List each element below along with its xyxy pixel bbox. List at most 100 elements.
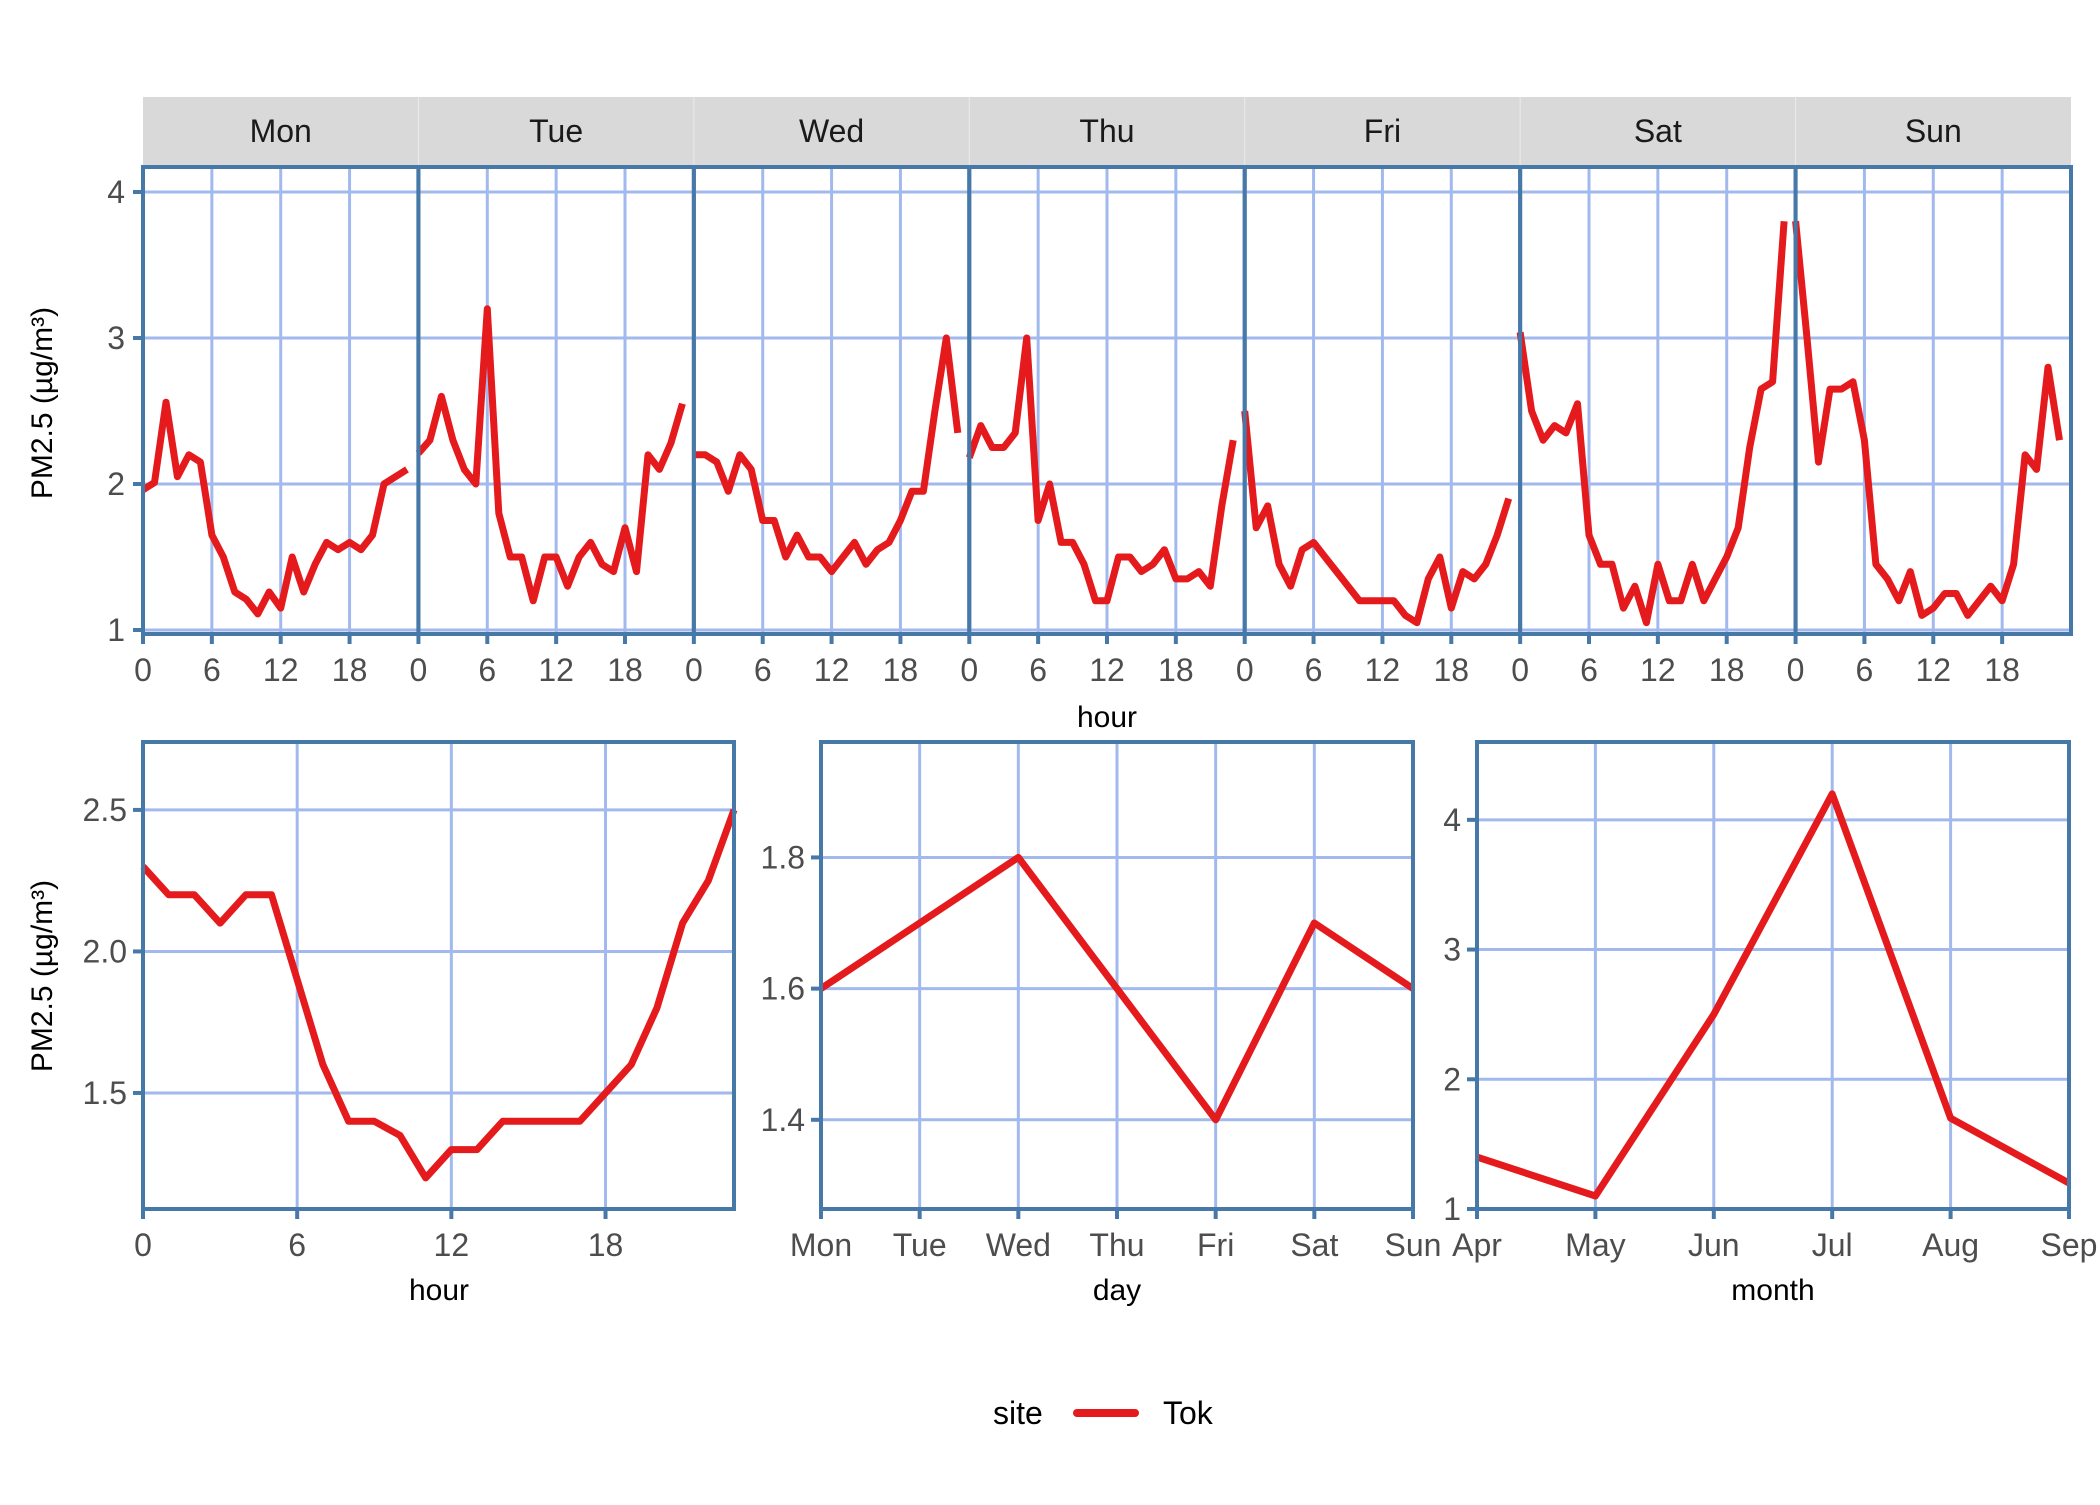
- series-line-tok: [966, 334, 1237, 605]
- hour-x-axis-title: hour: [409, 1274, 469, 1307]
- series-line-tok: [1475, 790, 2071, 1200]
- x-tick-label: Apr: [1452, 1227, 1502, 1263]
- month-x-axis-title: month: [1731, 1274, 1814, 1307]
- x-tick-label: Sun: [1385, 1227, 1442, 1263]
- x-tick-label: 18: [1984, 652, 2020, 688]
- series-line-tok: [415, 305, 686, 605]
- y-tick-label: 4: [1443, 802, 1461, 838]
- x-tick-label: 0: [134, 652, 152, 688]
- facet-panel-tue: Tue 0 6 12 18: [410, 97, 696, 688]
- legend-entry-tok: Tok: [1163, 1395, 1214, 1431]
- x-tick-label: 12: [434, 1227, 470, 1263]
- x-tick-label: 6: [1580, 652, 1598, 688]
- series-line-tok: [1516, 220, 1788, 627]
- facet-strip-label: Tue: [529, 113, 583, 149]
- x-tick-label: 6: [203, 652, 221, 688]
- y-tick-label: 3: [107, 320, 125, 356]
- facet-panel-thu: Thu 0 6 12 18: [960, 97, 1247, 688]
- x-tick-label: 18: [607, 652, 643, 688]
- series-line-tok: [819, 853, 1415, 1124]
- y-tick-label: 1.4: [761, 1102, 805, 1138]
- y-tick-label: 2: [1443, 1061, 1461, 1097]
- x-tick-label: Sep: [2041, 1227, 2098, 1263]
- x-tick-label: 0: [1236, 652, 1254, 688]
- x-tick-label: 18: [588, 1227, 624, 1263]
- x-tick-label: Fri: [1197, 1227, 1234, 1263]
- x-tick-label: 0: [410, 652, 428, 688]
- x-tick-label: 12: [263, 652, 299, 688]
- y-tick-label: 1: [107, 612, 125, 648]
- facet-strip-label: Sat: [1634, 113, 1682, 149]
- facet-strip: [143, 97, 419, 167]
- x-tick-label: 0: [134, 1227, 152, 1263]
- facet-strip-label: Mon: [250, 113, 312, 149]
- x-tick-label: Mon: [790, 1227, 852, 1263]
- x-tick-label: Aug: [1922, 1227, 1979, 1263]
- x-tick-label: 12: [814, 652, 850, 688]
- x-tick-label: Wed: [986, 1227, 1051, 1263]
- x-tick-label: 12: [1640, 652, 1676, 688]
- y-tick-label: 1.8: [761, 839, 805, 875]
- top-x-axis-title: hour: [1077, 701, 1137, 734]
- x-tick-label: Tue: [893, 1227, 947, 1263]
- y-tick-label: 2.0: [83, 933, 127, 969]
- y-tick-label: 3: [1443, 932, 1461, 968]
- facet-strip-label: Fri: [1364, 113, 1401, 149]
- facet-strip: [1520, 97, 1796, 167]
- x-tick-label: 6: [288, 1227, 306, 1263]
- day-x-axis-title: day: [1093, 1274, 1141, 1307]
- x-tick-label: 0: [1511, 652, 1529, 688]
- facet-panel-fri: Fri 0 6 12 18: [1236, 97, 1523, 688]
- facet-strip-label: Thu: [1079, 113, 1134, 149]
- facet-panel-sun: Sun 0 6 12 18: [1787, 97, 2073, 688]
- facet-strip: [418, 97, 694, 167]
- x-tick-label: Sat: [1290, 1227, 1338, 1263]
- month-panel: 1 2 3 4 Apr May Jun Jul Aug Sep: [1443, 740, 2098, 1263]
- x-tick-label: 0: [1787, 652, 1805, 688]
- facet-panel-sat: Sat 0 6 12 18: [1511, 97, 1798, 688]
- x-tick-label: 6: [1029, 652, 1047, 688]
- x-tick-label: Jun: [1688, 1227, 1740, 1263]
- x-tick-label: 12: [1915, 652, 1951, 688]
- facet-strip-label: Wed: [799, 113, 864, 149]
- y-tick-label: 2: [107, 466, 125, 502]
- x-tick-label: 6: [478, 652, 496, 688]
- panel-border: [141, 740, 736, 1211]
- series-line-tok: [1241, 410, 1513, 627]
- x-tick-label: 18: [1709, 652, 1745, 688]
- x-tick-label: 6: [1305, 652, 1323, 688]
- series-line-tok: [693, 334, 962, 576]
- x-tick-label: Jul: [1812, 1227, 1853, 1263]
- y-tick-label: 1: [1443, 1191, 1461, 1227]
- x-tick-label: 0: [960, 652, 978, 688]
- y-tick-label: 1.5: [83, 1075, 127, 1111]
- legend-title: site: [993, 1395, 1043, 1431]
- panel-border: [1475, 740, 2071, 1211]
- y-tick-label: 1.6: [761, 971, 805, 1007]
- series-line-tok: [141, 398, 409, 618]
- x-tick-label: 18: [1158, 652, 1194, 688]
- x-tick-label: 18: [883, 652, 919, 688]
- hour-y-axis-title: PM2.5 (µg/m³): [26, 880, 59, 1072]
- top-y-axis-title: PM2.5 (µg/m³): [26, 307, 59, 499]
- facet-strip-label: Sun: [1905, 113, 1962, 149]
- x-tick-label: 6: [754, 652, 772, 688]
- facet-strip: [1795, 97, 2071, 167]
- x-tick-label: 12: [538, 652, 574, 688]
- x-tick-label: 6: [1856, 652, 1874, 688]
- x-tick-label: 12: [1365, 652, 1401, 688]
- day-panel: 1.4 1.6 1.8 Mon Tue Wed Thu Fri Sat Sun: [761, 740, 1442, 1263]
- facet-strip: [693, 97, 970, 167]
- y-tick-label: 2.5: [83, 792, 127, 828]
- y-tick-label: 4: [107, 174, 125, 210]
- facet-strip: [1244, 97, 1521, 167]
- x-tick-label: May: [1565, 1227, 1625, 1263]
- facet-strip: [969, 97, 1245, 167]
- x-tick-label: 12: [1089, 652, 1125, 688]
- legend: site Tok: [993, 1395, 1214, 1431]
- x-tick-label: Thu: [1089, 1227, 1144, 1263]
- x-tick-label: 18: [1433, 652, 1469, 688]
